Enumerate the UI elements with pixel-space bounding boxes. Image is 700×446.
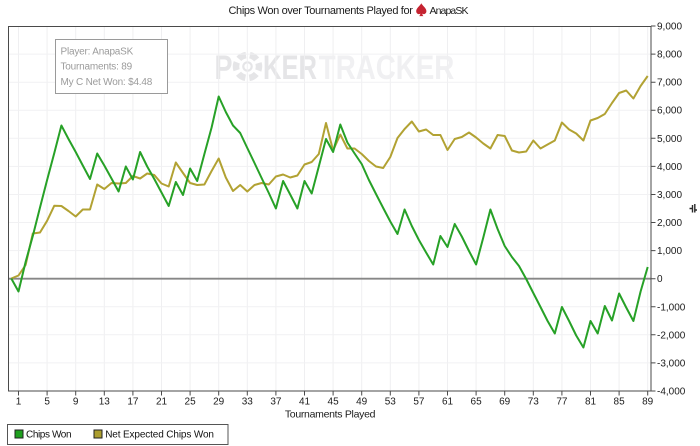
svg-text:33: 33 [242, 397, 254, 408]
svg-text:69: 69 [499, 397, 511, 408]
svg-text:21: 21 [156, 397, 168, 408]
svg-text:41: 41 [299, 397, 311, 408]
svg-text:85: 85 [614, 397, 626, 408]
svg-text:7,000: 7,000 [657, 78, 682, 89]
svg-text:-1,000: -1,000 [657, 302, 686, 313]
svg-text:-2,000: -2,000 [657, 330, 686, 341]
svg-text:73: 73 [528, 397, 540, 408]
svg-text:4,000: 4,000 [657, 162, 682, 173]
svg-text:77: 77 [556, 397, 568, 408]
svg-text:53: 53 [385, 397, 397, 408]
svg-text:45: 45 [328, 397, 340, 408]
svg-text:57: 57 [413, 397, 425, 408]
svg-text:9,000: 9,000 [657, 22, 682, 33]
svg-text:2,000: 2,000 [657, 218, 682, 229]
svg-text:P: P [215, 49, 233, 87]
svg-text:89: 89 [642, 397, 654, 408]
svg-text:81: 81 [585, 397, 597, 408]
svg-text:49: 49 [356, 397, 368, 408]
svg-text:9: 9 [73, 397, 79, 408]
svg-text:0: 0 [657, 274, 663, 285]
svg-text:KER: KER [263, 49, 317, 87]
svg-text:Tournaments: 89: Tournaments: 89 [61, 62, 133, 73]
svg-text:-3,000: -3,000 [657, 358, 686, 369]
svg-text:13: 13 [99, 397, 111, 408]
svg-text:-4,000: -4,000 [657, 387, 686, 398]
svg-text:5: 5 [44, 397, 50, 408]
svg-text:AnapaSK: AnapaSK [430, 5, 469, 17]
svg-text:Tournaments Played: Tournaments Played [285, 409, 376, 421]
svg-text:Chips Won over Tournaments Pla: Chips Won over Tournaments Played for [228, 5, 413, 17]
svg-text:6,000: 6,000 [657, 106, 682, 117]
svg-text:1,000: 1,000 [657, 246, 682, 257]
svg-text:3,000: 3,000 [657, 190, 682, 201]
svg-text:25: 25 [185, 397, 197, 408]
svg-text:TRACKER: TRACKER [319, 49, 455, 87]
svg-text:8,000: 8,000 [657, 50, 682, 61]
svg-text:61: 61 [442, 397, 454, 408]
svg-text:Net Expected Chips Won: Net Expected Chips Won [105, 430, 214, 441]
svg-text:17: 17 [127, 397, 139, 408]
svg-text:1: 1 [16, 397, 22, 408]
svg-text:65: 65 [471, 397, 483, 408]
svg-text:29: 29 [213, 397, 225, 408]
svg-text:My C Net Won: $4.48: My C Net Won: $4.48 [61, 77, 153, 88]
svg-text:Chips Won: Chips Won [26, 430, 71, 441]
svg-text:Player: AnapaSK: Player: AnapaSK [61, 46, 134, 57]
svg-text:5,000: 5,000 [657, 134, 682, 145]
svg-text:37: 37 [270, 397, 282, 408]
